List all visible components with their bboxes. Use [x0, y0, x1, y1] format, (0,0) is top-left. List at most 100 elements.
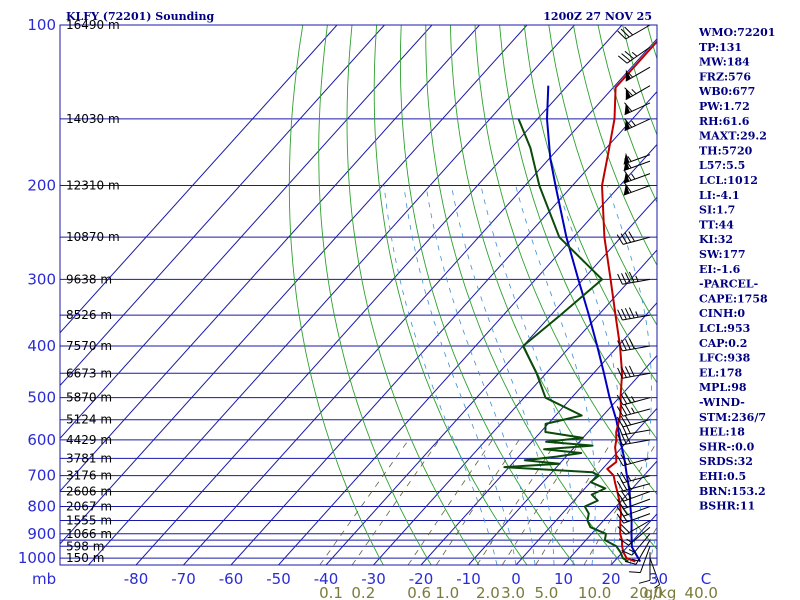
index-line: MW:184 — [699, 56, 750, 69]
mixing-ratio-line-2 — [476, 439, 558, 565]
wind-barb — [621, 533, 651, 556]
wind-barb-full — [620, 393, 628, 405]
wind-barb-full — [628, 338, 635, 350]
pressure-label-300: 300 — [27, 270, 56, 288]
wind-barb-full — [620, 415, 628, 427]
height-label: 598 m — [66, 539, 104, 553]
mixing-ratio-label: 40.0 — [685, 584, 718, 600]
temperature-label: -10 — [456, 570, 481, 588]
wind-barb-staff — [622, 278, 651, 285]
wind-barb-staff — [625, 85, 651, 101]
dry-adiabat — [288, 25, 384, 565]
moist-adiabat — [425, 185, 536, 565]
wind-barb-full — [628, 231, 635, 242]
mixing-ratio-label: 2.0 — [476, 584, 500, 600]
index-line: RH:61.6 — [699, 115, 750, 128]
wind-barb-full — [624, 118, 633, 128]
index-line: SW:177 — [699, 248, 746, 261]
wind-barb-full — [618, 538, 629, 546]
mixing-ratio-label: 5.0 — [535, 584, 559, 600]
wind-barb-half — [631, 396, 635, 403]
height-label: 16490 m — [66, 18, 120, 32]
isotherm--140 — [60, 25, 338, 334]
wind-barb-staff — [622, 397, 651, 406]
wind-barb-full — [624, 366, 631, 378]
wind-barb-full — [616, 513, 625, 524]
wind-barb-half — [626, 538, 632, 544]
temperature-label: -50 — [266, 570, 291, 588]
wind-barb-full — [617, 309, 623, 321]
pressure-label-1000: 1000 — [18, 549, 56, 567]
wind-barb-staff — [623, 491, 651, 502]
index-line: TT:44 — [699, 218, 734, 231]
index-line: WB0:677 — [698, 85, 755, 98]
parcel-trace — [546, 85, 642, 563]
wind-barb-staff — [625, 24, 651, 40]
wind-barb-full — [624, 404, 632, 415]
index-line: SRDS:32 — [699, 455, 753, 468]
wind-barb — [617, 365, 651, 379]
wind-barb-full — [621, 53, 631, 62]
isotherm--130 — [60, 25, 385, 387]
temperature-label: 20 — [601, 570, 620, 588]
wind-barb-full — [624, 170, 632, 181]
index-line: LCL:1012 — [699, 174, 758, 187]
wind-barb-half — [627, 457, 632, 464]
wind-barb-half — [654, 584, 660, 589]
dry-adiabat — [346, 25, 480, 565]
temperature-label: -30 — [361, 570, 386, 588]
wind-barb-full — [620, 233, 628, 244]
wind-barb-full — [629, 571, 641, 574]
dry-adiabat — [474, 25, 657, 496]
wind-barb-full — [624, 432, 631, 444]
wind-barb-full — [620, 454, 628, 465]
mixing-ratio-label: 0.1 — [319, 584, 343, 600]
wind-barb-half — [627, 475, 632, 482]
index-line: TH:5720 — [699, 144, 753, 157]
temperature-label: C — [701, 570, 711, 588]
index-line: MAXT:29.2 — [699, 130, 767, 143]
wind-barb-full — [617, 424, 623, 436]
wind-barb-pennant — [623, 159, 630, 171]
mixing-ratio-line-0.1 — [319, 439, 410, 565]
dry-adiabat — [318, 25, 432, 565]
isotherm--110 — [60, 25, 480, 492]
index-line: -PARCEL- — [699, 278, 758, 291]
height-label: 9638 m — [66, 272, 112, 286]
wind-barb-staff — [626, 46, 651, 64]
wind-barb-staff — [622, 372, 651, 379]
height-label: 10870 m — [66, 230, 120, 244]
index-line: KI:32 — [699, 233, 733, 246]
wind-barb-half — [627, 156, 632, 162]
wind-barb-full — [617, 55, 628, 64]
height-label: 12310 m — [66, 178, 120, 192]
temperature-trace — [601, 40, 657, 563]
wind-barb-full — [621, 366, 627, 378]
height-label: 2606 m — [66, 485, 112, 499]
index-line: -WIND- — [699, 396, 745, 409]
plot-frame — [59, 24, 658, 566]
pressure-label-500: 500 — [27, 389, 56, 407]
dry-adiabat — [523, 25, 657, 384]
wind-barb-full — [628, 271, 635, 283]
isotherm--40 — [325, 196, 657, 565]
wind-barb-staff — [628, 526, 651, 546]
wind-barb — [616, 490, 651, 502]
wind-barb-pennant — [623, 152, 630, 165]
index-line: FRZ:576 — [699, 70, 751, 83]
wind-barb-staff — [623, 513, 651, 524]
wind-barb-full — [624, 26, 634, 36]
index-line: PW:1.72 — [699, 100, 750, 113]
temperature-label: 0 — [511, 570, 521, 588]
index-line: EHI:0.5 — [699, 470, 746, 483]
moist-adiabat — [480, 185, 574, 565]
wind-barb-half — [631, 88, 637, 95]
temperature-label: -20 — [409, 570, 434, 588]
height-label: 7570 m — [66, 339, 112, 353]
isotherm--30 — [373, 249, 657, 565]
wind-barb-full — [620, 497, 628, 508]
wind-barb-full — [621, 433, 627, 445]
wind-barb-full — [624, 414, 632, 426]
pressure-label-100: 100 — [27, 16, 56, 34]
